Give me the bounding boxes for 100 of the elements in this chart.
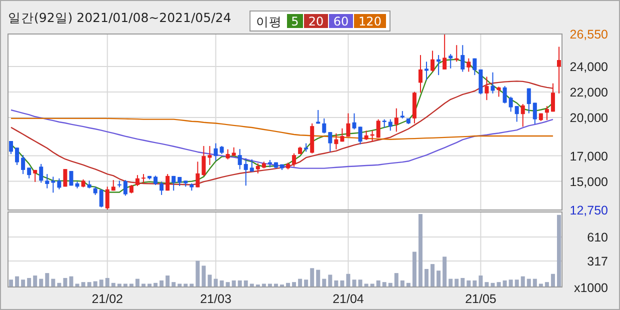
- y-axis-title: x1000: [574, 281, 608, 295]
- candlestick: [21, 154, 26, 175]
- bar: [334, 280, 338, 287]
- y-tick-label: 12,750: [570, 204, 608, 218]
- candlestick: [364, 130, 368, 140]
- candlestick: [466, 58, 471, 72]
- bar: [160, 280, 164, 287]
- bar: [370, 284, 374, 287]
- bar: [39, 278, 44, 287]
- bar: [328, 274, 332, 287]
- candlestick: [328, 132, 332, 152]
- bar: [358, 280, 362, 287]
- bar: [9, 280, 14, 287]
- y-tick-label: 24,000: [570, 60, 608, 74]
- x-tick-label: 21/04: [332, 292, 364, 306]
- candlestick: [478, 68, 483, 95]
- candlestick: [214, 142, 218, 162]
- bar: [544, 282, 549, 287]
- bar: [238, 280, 242, 287]
- candlestick: [448, 54, 453, 69]
- bar: [448, 278, 453, 287]
- bar: [172, 282, 176, 287]
- candlestick: [63, 168, 68, 188]
- bar: [556, 214, 561, 287]
- bar: [550, 274, 555, 287]
- candlestick: [376, 118, 380, 138]
- candlestick: [256, 162, 260, 174]
- candlestick: [394, 108, 398, 132]
- bar: [412, 252, 416, 287]
- bar: [502, 280, 507, 287]
- bar: [466, 280, 471, 287]
- candlestick: [160, 181, 164, 196]
- candlestick: [418, 54, 422, 94]
- bar: [268, 284, 272, 287]
- candlestick: [472, 58, 477, 76]
- y-tick-label: 17,000: [570, 149, 608, 164]
- candlestick: [322, 118, 326, 134]
- bar: [196, 260, 200, 287]
- candlestick: [496, 86, 501, 98]
- bar: [105, 278, 110, 287]
- bar: [514, 280, 519, 287]
- bar: [526, 278, 531, 287]
- candlestick: [346, 112, 350, 138]
- bar: [424, 268, 429, 287]
- bar: [129, 284, 134, 287]
- bar: [436, 270, 441, 287]
- candlestick: [424, 61, 429, 81]
- candlestick: [502, 86, 507, 104]
- candlestick: [490, 72, 495, 94]
- candlestick: [57, 178, 62, 190]
- candlestick: [51, 176, 56, 194]
- bar: [202, 266, 206, 287]
- bar: [400, 280, 404, 287]
- candlestick: [352, 112, 356, 130]
- bar: [99, 280, 104, 287]
- candlestick: [123, 180, 128, 196]
- candlestick: [45, 174, 50, 189]
- bar: [117, 284, 122, 287]
- candlestick: [202, 145, 206, 176]
- bar: [87, 282, 92, 287]
- bar: [250, 284, 254, 287]
- bar: [262, 284, 266, 287]
- bar: [376, 280, 380, 287]
- bar: [340, 280, 344, 287]
- candlestick: [388, 118, 392, 132]
- bar: [454, 278, 459, 287]
- bar: [538, 284, 543, 287]
- bar: [69, 276, 74, 287]
- text: 120: [358, 14, 382, 28]
- bar: [472, 280, 477, 287]
- candlestick: [238, 148, 242, 170]
- candlestick: [460, 44, 465, 72]
- bar: [15, 276, 20, 287]
- candlestick: [556, 46, 561, 94]
- candlestick: [250, 158, 254, 172]
- bar: [394, 273, 398, 287]
- bar: [178, 284, 182, 287]
- bar: [292, 282, 296, 287]
- bar: [208, 274, 212, 287]
- bar: [232, 280, 236, 287]
- text: 5: [291, 14, 299, 28]
- bar: [141, 284, 146, 287]
- candlestick: [442, 34, 447, 70]
- candlestick: [196, 161, 200, 188]
- bar: [274, 284, 278, 287]
- candlestick: [430, 50, 435, 72]
- candlestick: [15, 147, 20, 166]
- bar: [316, 270, 320, 287]
- bar: [75, 284, 80, 287]
- bar: [460, 278, 465, 287]
- bar: [310, 268, 314, 287]
- text: 60: [333, 14, 349, 28]
- line-series: [10, 109, 554, 169]
- y-tick-label: 317: [587, 254, 608, 269]
- candlestick: [316, 110, 320, 124]
- bar: [45, 273, 50, 287]
- bar: [298, 278, 302, 287]
- bar: [532, 278, 537, 287]
- x-tick-label: 21/02: [92, 292, 124, 306]
- text: 20: [308, 14, 324, 28]
